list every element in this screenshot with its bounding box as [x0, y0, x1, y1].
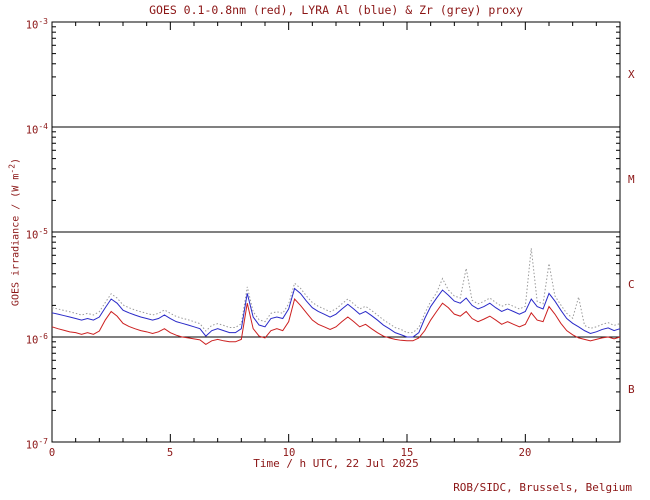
series-red-line — [51, 298, 621, 346]
x-tick-label: 15 — [400, 447, 414, 459]
series-grey-line — [51, 248, 621, 334]
y-axis-label: GOES irradiance / (W m-2) — [7, 157, 22, 307]
flare-class-label-c: C — [628, 278, 635, 291]
flare-class-label-x: X — [628, 68, 635, 81]
flare-class-label-b: B — [628, 383, 635, 396]
flare-class-label-m: M — [628, 173, 635, 186]
credit-text: ROB/SIDC, Brussels, Belgium — [453, 481, 632, 494]
x-tick-label: 20 — [518, 447, 532, 459]
x-axis-label: Time / h UTC, 22 Jul 2025 — [253, 457, 419, 470]
x-tick-label: 5 — [166, 447, 174, 459]
series-blue-line — [51, 287, 621, 338]
x-tick-label: 0 — [48, 447, 56, 459]
x-tick-label: 10 — [282, 447, 296, 459]
chart-title: GOES 0.1-0.8nm (red), LYRA Al (blue) & Z… — [149, 3, 523, 17]
